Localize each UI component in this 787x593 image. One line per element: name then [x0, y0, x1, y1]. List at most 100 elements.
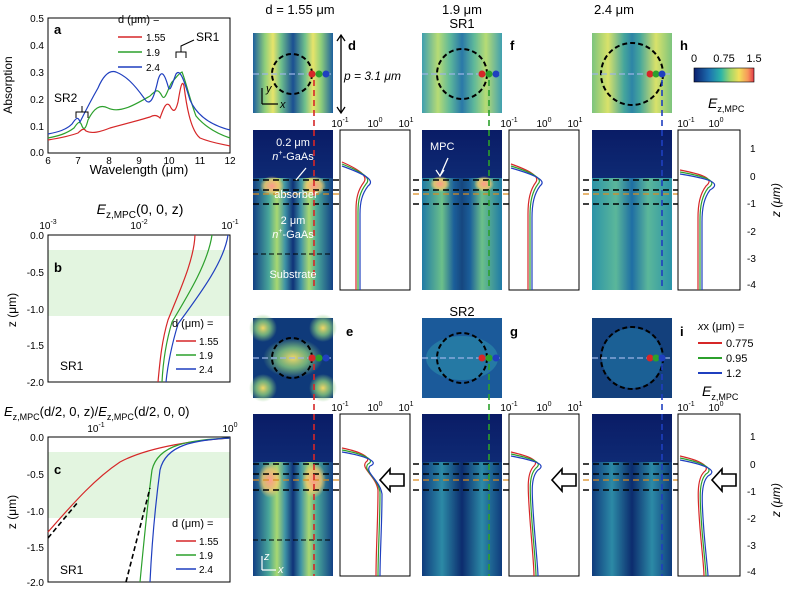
probe-point-green [315, 70, 323, 78]
mpc-label: MPC [430, 141, 455, 153]
svg-text:100: 100 [536, 401, 551, 414]
svg-text:0: 0 [750, 172, 756, 183]
svg-text:-4: -4 [747, 280, 756, 291]
c-xtick: 10-1 [87, 422, 104, 435]
field-hotspot [260, 176, 284, 196]
probe-point-green [315, 354, 323, 362]
map-h-cap [592, 130, 672, 178]
svg-text:100: 100 [367, 117, 382, 130]
axis-y-label: y [265, 83, 273, 95]
map-f-cap [422, 130, 502, 178]
svg-text:10-1: 10-1 [500, 401, 517, 414]
b-series-red [157, 234, 196, 383]
axis-z-label: z [263, 551, 270, 563]
svg-text:10-1: 10-1 [331, 401, 348, 414]
profile-curve-red [679, 169, 710, 290]
a-xtick: 8 [106, 156, 112, 167]
a-series-blue [47, 70, 231, 135]
x-legend-label: 0.95 [726, 353, 747, 365]
colorbar-tick: 0 [691, 53, 697, 65]
svg-text:0: 0 [750, 460, 756, 471]
probe-point-blue [492, 354, 500, 362]
svg-text:10-1: 10-1 [331, 117, 348, 130]
colorbar: 0 0.75 1.5 Ez,MPC [691, 53, 762, 114]
field-spot [309, 374, 337, 402]
c-title: Ez,MPC(d/2, 0, z)/Ez,MPC(d/2, 0, 0) [4, 404, 190, 422]
probe-point-red [308, 70, 316, 78]
profile-curve-green [679, 457, 710, 577]
c-legend-title: d (μm) = [172, 518, 213, 530]
profile-curve-red [510, 451, 537, 577]
profile-g [508, 413, 580, 577]
probe-point-blue [658, 354, 666, 362]
a-series-red [47, 82, 231, 147]
profile-curve-red [679, 455, 707, 577]
a-legend-label: 2.4 [146, 63, 160, 74]
panel-i-letter: i [680, 324, 684, 339]
a-xtick: 11 [195, 156, 206, 167]
svg-text:-1: -1 [747, 487, 756, 498]
sr1-topview-row: y x p = 3.1 μm d f h [253, 33, 688, 115]
cap-material-label: n+-GaAs [272, 150, 314, 163]
svg-text:101: 101 [398, 117, 413, 130]
a-ytick: 0.5 [30, 14, 44, 25]
c-xtick: 100 [222, 422, 237, 435]
c-mode-label: SR1 [60, 563, 84, 577]
panel-b-frame [47, 234, 231, 383]
probe-point-green [485, 354, 493, 362]
panel-c: Ez,MPC(d/2, 0, z)/Ez,MPC(d/2, 0, 0) 10-1… [4, 404, 238, 589]
b-series-blue [165, 234, 229, 383]
c-series-green [139, 437, 231, 583]
profile-d [339, 129, 411, 291]
colorbar-gradient [693, 67, 755, 83]
left-arrow-icon [710, 466, 737, 494]
svg-text:1: 1 [750, 144, 756, 155]
c-series-blue [149, 437, 231, 583]
a-bracket-sr1 [175, 39, 195, 58]
svg-text:101: 101 [567, 401, 582, 414]
profile-curve-green [679, 171, 713, 290]
svg-text:-2: -2 [747, 514, 756, 525]
substrate-label: Substrate [269, 269, 316, 281]
a-ytick: 0.3 [30, 68, 44, 79]
a-legend-title: d (μm) = [118, 14, 159, 26]
probe-point-green [652, 70, 660, 78]
field-spot [249, 314, 277, 342]
field-spot [249, 374, 277, 402]
probe-point-red [308, 354, 316, 362]
profile-i [677, 413, 741, 577]
svg-text:-1: -1 [747, 199, 756, 210]
profile-e [339, 413, 411, 577]
b-legend-title: d (μm) = [172, 318, 213, 330]
panel-c-letter: c [54, 462, 61, 477]
b-title: Ez,MPC(0, 0, z) [97, 201, 184, 221]
panel-f-letter: f [510, 38, 515, 53]
period-label: p = 3.1 μm [343, 69, 401, 83]
col-title-3: 2.4 μm [594, 2, 634, 17]
probe-point-red [646, 354, 654, 362]
b-xtick: 10-3 [39, 219, 56, 232]
period-arrow [336, 33, 346, 115]
svg-text:100: 100 [708, 117, 723, 130]
profile-curve-blue [679, 173, 716, 290]
colorbar-tick: 0.75 [713, 53, 734, 65]
left-arrow-icon [378, 466, 405, 494]
panel-d-letter: d [348, 38, 356, 53]
panel-b-letter: b [54, 260, 62, 275]
probe-point-blue [492, 70, 500, 78]
c-legend-label: 1.9 [199, 551, 213, 562]
svg-text:101: 101 [398, 401, 413, 414]
a-bracket-sr2 [75, 106, 89, 118]
cap-arrow-icon [295, 167, 307, 181]
a-series-green [47, 71, 231, 139]
a-xtick: 10 [163, 156, 175, 167]
probe-point-red [646, 70, 654, 78]
a-xtick: 6 [45, 156, 51, 167]
c-ytick: -2.0 [27, 578, 45, 589]
map-e-cap [253, 414, 333, 462]
profile-xticks-row1: 10-1 100 101 10-1 100 101 10-1 100 [331, 117, 723, 130]
profile-curve-blue [510, 455, 542, 577]
profile-curve-green [510, 453, 539, 577]
svg-text:10-1: 10-1 [677, 117, 694, 130]
